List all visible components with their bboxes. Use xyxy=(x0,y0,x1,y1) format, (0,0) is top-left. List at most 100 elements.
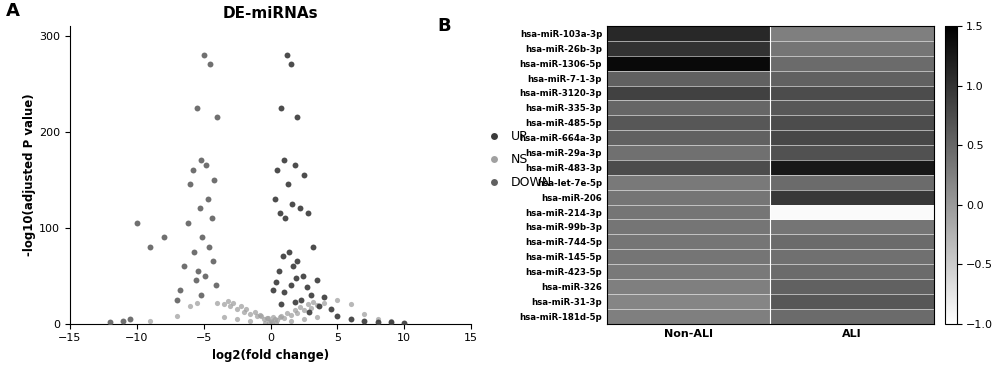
Point xyxy=(194,234,210,240)
Point xyxy=(289,310,305,316)
Point xyxy=(260,315,276,321)
Point xyxy=(216,301,232,307)
Point xyxy=(242,318,258,324)
Point xyxy=(269,167,285,173)
Point xyxy=(253,313,269,319)
Point xyxy=(293,296,309,302)
Point xyxy=(122,316,138,322)
Point xyxy=(206,177,222,183)
Point xyxy=(343,301,359,307)
Point xyxy=(276,289,292,295)
Point xyxy=(370,316,386,322)
Point xyxy=(271,268,287,274)
Point xyxy=(201,244,217,250)
Point xyxy=(287,307,303,313)
Point xyxy=(301,309,317,315)
Point xyxy=(265,314,281,320)
Point xyxy=(242,311,258,317)
Point xyxy=(188,278,204,283)
Point xyxy=(383,318,399,324)
Point xyxy=(273,313,289,319)
Point xyxy=(303,305,319,311)
Point xyxy=(216,314,232,320)
Point xyxy=(202,61,218,67)
Point xyxy=(283,282,299,288)
Point xyxy=(197,273,213,279)
Point xyxy=(220,298,236,304)
Point xyxy=(296,307,312,313)
Point xyxy=(172,287,188,293)
Point xyxy=(189,105,205,110)
Point xyxy=(305,299,321,305)
Point xyxy=(273,105,289,110)
Point xyxy=(249,313,265,319)
Point xyxy=(182,304,198,310)
Point xyxy=(285,263,301,269)
Point xyxy=(296,172,312,178)
Point xyxy=(277,215,293,221)
Point xyxy=(281,248,297,254)
Point xyxy=(252,312,268,318)
Point xyxy=(209,299,225,305)
Point xyxy=(176,263,192,269)
Point xyxy=(272,210,288,216)
Point xyxy=(383,319,399,325)
Point xyxy=(287,162,303,168)
Point xyxy=(190,268,206,274)
Point xyxy=(225,301,241,307)
Point xyxy=(233,304,249,310)
Point xyxy=(356,318,372,324)
Point xyxy=(193,292,209,298)
Point xyxy=(273,301,289,307)
Point xyxy=(283,318,299,324)
Point xyxy=(192,205,208,211)
Point xyxy=(329,313,345,319)
Point xyxy=(222,304,238,310)
Point xyxy=(356,311,372,317)
Point xyxy=(287,299,303,305)
Point xyxy=(264,319,280,325)
Point xyxy=(229,316,245,322)
Point xyxy=(283,61,299,67)
Point xyxy=(283,312,299,318)
Point xyxy=(289,258,305,264)
Point xyxy=(200,196,216,202)
Point xyxy=(292,205,308,211)
Point xyxy=(142,318,158,324)
Text: A: A xyxy=(6,2,20,20)
Point xyxy=(257,320,273,326)
Point xyxy=(268,320,284,326)
Point xyxy=(309,278,325,283)
Point xyxy=(169,313,185,319)
Point xyxy=(185,167,201,173)
Point xyxy=(275,253,291,259)
Point xyxy=(182,182,198,187)
Point xyxy=(156,234,172,240)
Point xyxy=(196,52,212,58)
Point xyxy=(370,319,386,325)
Point xyxy=(288,275,304,280)
Point xyxy=(303,292,319,298)
Point xyxy=(269,317,285,323)
X-axis label: log2(fold change): log2(fold change) xyxy=(212,349,329,362)
Point xyxy=(311,304,327,310)
Point xyxy=(305,244,321,250)
Point xyxy=(316,301,332,307)
Point xyxy=(279,310,295,316)
Point xyxy=(209,114,225,120)
Point xyxy=(267,196,283,202)
Point xyxy=(396,320,412,326)
Point xyxy=(102,319,118,325)
Point xyxy=(279,52,295,58)
Title: DE-miRNAs: DE-miRNAs xyxy=(223,6,318,21)
Point xyxy=(343,316,359,322)
Point xyxy=(299,284,315,290)
Y-axis label: -log10(adjusted P value): -log10(adjusted P value) xyxy=(23,93,36,256)
Point xyxy=(309,314,325,320)
Point xyxy=(186,248,202,254)
Point xyxy=(265,287,281,293)
Point xyxy=(323,306,339,312)
Point xyxy=(276,315,292,321)
Point xyxy=(204,215,220,221)
Point xyxy=(280,182,296,187)
